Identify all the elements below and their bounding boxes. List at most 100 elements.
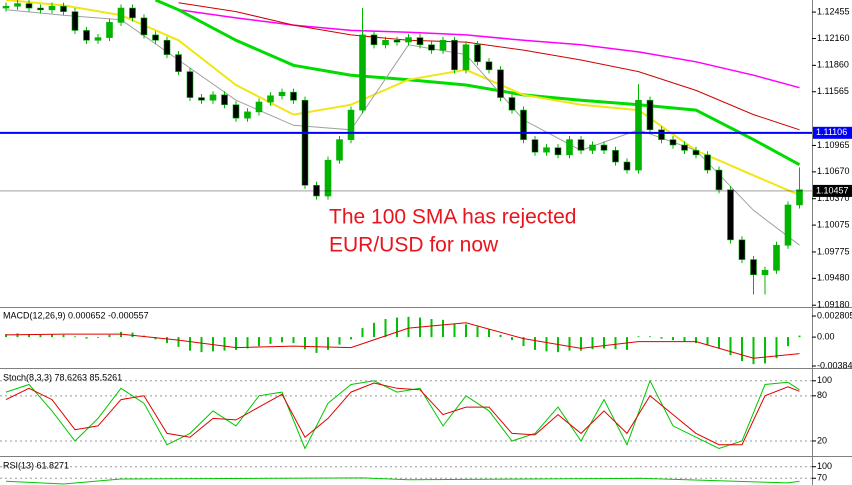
y-tick-label: 20 [817, 435, 827, 445]
histogram-bar [28, 334, 30, 338]
candle-body [508, 97, 516, 111]
y-tick-label: 1.12455 [817, 6, 850, 16]
candle-body [163, 39, 171, 55]
candle-body [589, 144, 596, 151]
candle-body [370, 34, 378, 46]
histogram-bar [154, 337, 157, 340]
histogram-bar [292, 337, 295, 344]
histogram-bar [718, 337, 720, 349]
candle-body [94, 37, 102, 41]
histogram-bar [223, 337, 226, 351]
candle-body [255, 101, 263, 113]
price-level-label: 1.11106 [816, 127, 847, 137]
histogram-bar [453, 323, 456, 338]
histogram-bar [246, 337, 249, 349]
panel [0, 0, 812, 295]
y-tick-label: 1.11565 [817, 86, 849, 96]
candle-body [750, 259, 757, 276]
y-tick-label: 1.11860 [817, 60, 849, 70]
candle-body [267, 95, 274, 103]
candle-body [106, 22, 113, 38]
histogram-bar [764, 337, 766, 364]
panel [0, 466, 812, 485]
candle-body [623, 161, 631, 171]
histogram-bar [235, 337, 237, 350]
indicator-line [5, 477, 800, 485]
histogram-bar [649, 336, 651, 338]
candle-body [301, 99, 309, 186]
candle-body [186, 71, 194, 98]
histogram-bar [476, 326, 479, 338]
histogram-bar [166, 337, 168, 344]
indicator-line [5, 382, 800, 446]
histogram-bar [407, 316, 410, 338]
annotation: The 100 SMA has rejected [329, 206, 576, 229]
y-tick-label: -0.003845 [817, 360, 852, 370]
candle-body [347, 109, 355, 140]
candle-body [646, 99, 654, 131]
y-tick-label: 1.10965 [817, 140, 850, 150]
y-tick-label: 1.09180 [817, 300, 850, 310]
histogram-bar [775, 337, 778, 359]
candle-body [416, 37, 424, 46]
histogram-bar [373, 322, 375, 338]
histogram-bar [522, 337, 525, 347]
histogram-bar [511, 337, 513, 341]
histogram-bar [672, 337, 674, 341]
histogram-bar [488, 329, 490, 338]
histogram-bar [315, 337, 318, 353]
histogram-bar [499, 334, 502, 338]
histogram-bar [350, 337, 352, 340]
histogram-bar [97, 337, 99, 338]
candle-body [566, 139, 573, 156]
histogram-bar [396, 317, 398, 338]
panel [0, 379, 812, 450]
candle-body [71, 11, 79, 31]
candle-body [681, 144, 688, 151]
candle-body [14, 3, 21, 7]
histogram-bar [741, 337, 743, 362]
histogram-bar [695, 337, 697, 344]
candle-body [129, 7, 136, 19]
candle-body [531, 139, 539, 153]
candle-body [60, 5, 67, 12]
panel-title: RSI(13) 61.8271 [3, 460, 69, 470]
candle-body [554, 147, 562, 156]
candle-body [612, 150, 619, 163]
candle-body [25, 3, 33, 9]
candle-body [140, 17, 148, 36]
candle-body [715, 169, 723, 191]
candle-body [290, 91, 297, 101]
candle-body [336, 139, 343, 161]
histogram-bar [465, 324, 467, 338]
candle-body [221, 94, 228, 106]
histogram-bar [74, 336, 76, 338]
histogram-bar [534, 337, 536, 350]
histogram-bar [258, 337, 260, 347]
histogram-bar [626, 337, 628, 350]
histogram-bar [177, 337, 180, 347]
histogram-bar [269, 337, 272, 344]
histogram-bar [304, 337, 306, 350]
candle-body [727, 189, 734, 241]
candle-body [462, 44, 470, 71]
histogram-bar [729, 337, 732, 356]
candle-body [577, 139, 585, 151]
candle-body [738, 239, 746, 260]
candle-body [761, 270, 769, 276]
histogram-bar [706, 337, 709, 346]
candle-body [497, 69, 504, 98]
histogram-bar [5, 334, 7, 338]
candle-body [405, 37, 412, 43]
histogram-bar [85, 337, 88, 339]
candle-body [600, 144, 608, 151]
indicator-line [178, 2, 800, 131]
candle-body [485, 61, 493, 71]
candle-body [198, 97, 205, 101]
candle-body [175, 54, 182, 72]
price-level-box [813, 184, 852, 197]
candle-body [692, 150, 700, 156]
candle-body [278, 91, 286, 97]
histogram-bar [281, 337, 283, 343]
candle-body [669, 139, 677, 146]
